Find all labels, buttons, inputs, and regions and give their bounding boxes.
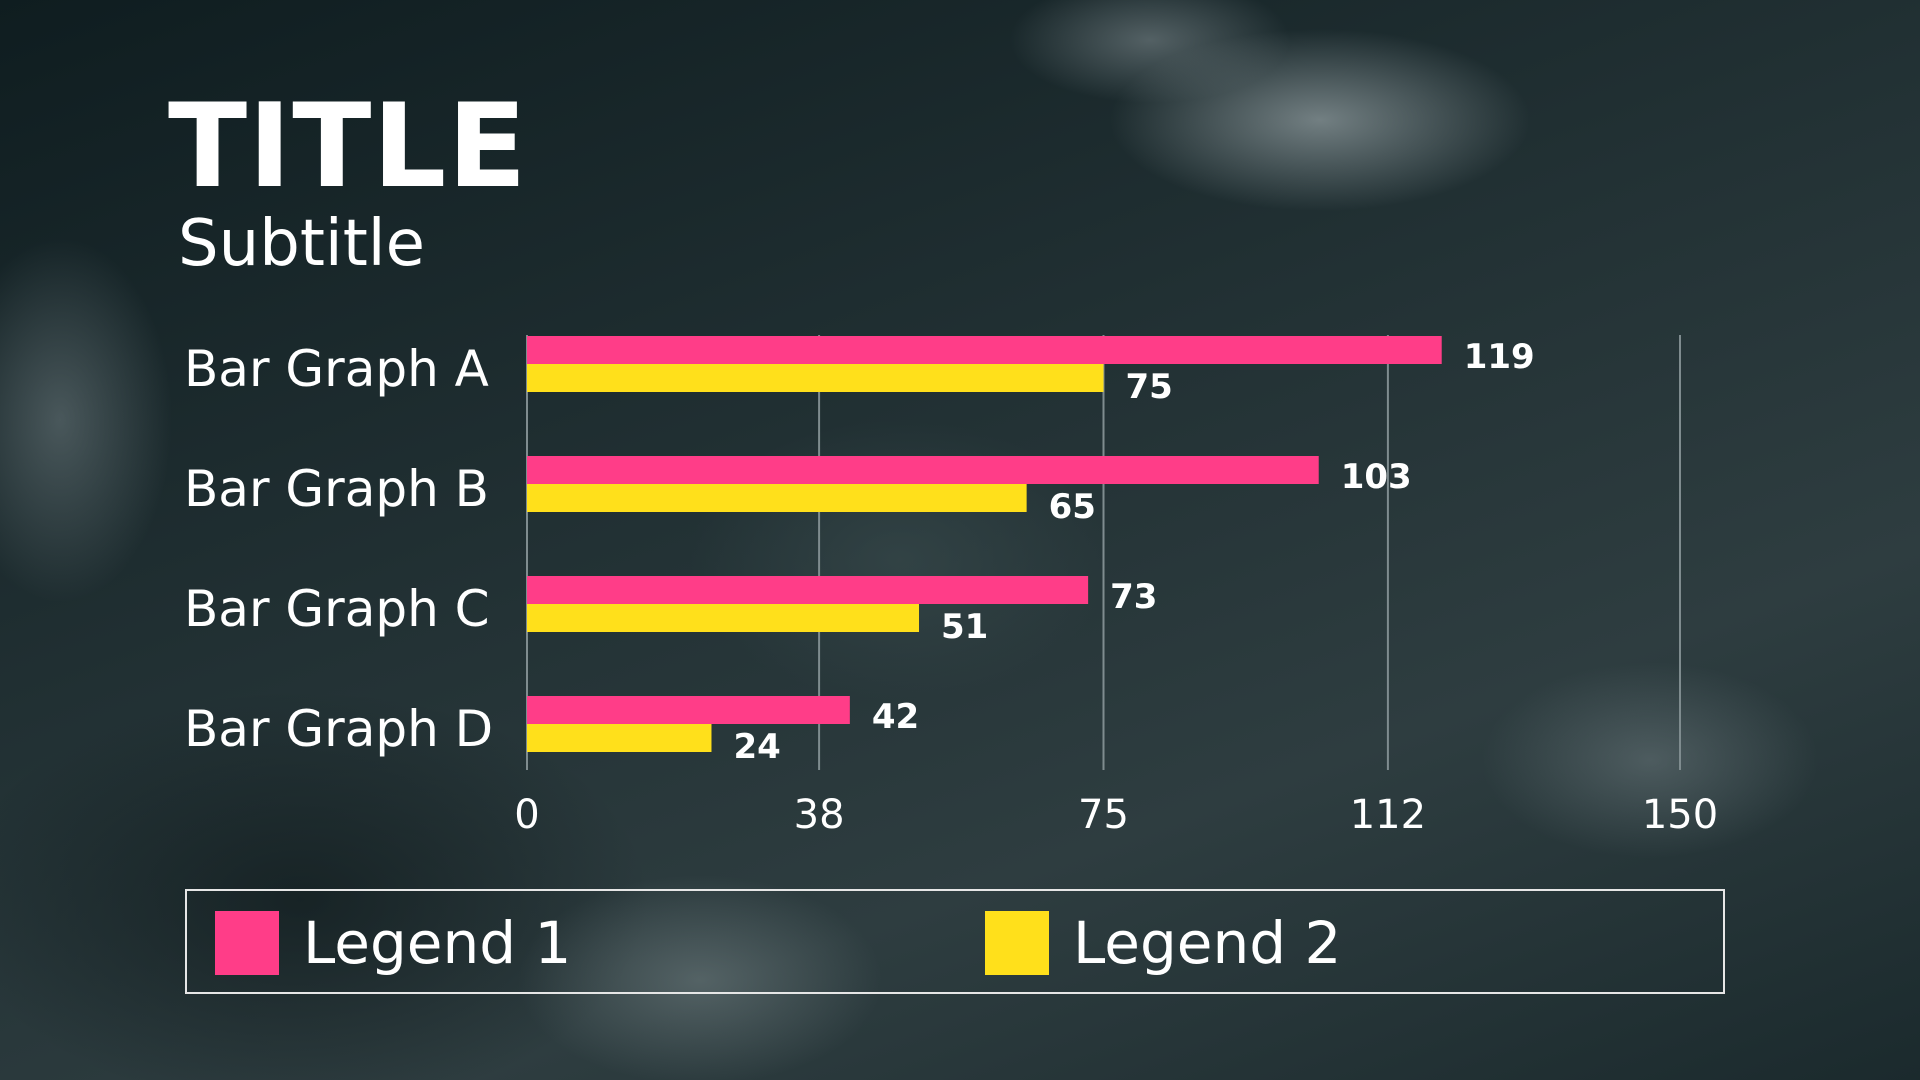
legend: Legend 1 Legend 2 [185, 889, 1725, 994]
legend-swatch-1 [215, 911, 279, 975]
data-label: 65 [1049, 487, 1096, 527]
data-label: 103 [1341, 457, 1412, 497]
x-tick-label: 0 [514, 792, 539, 838]
x-tick-label: 38 [794, 792, 845, 838]
legend-label-1: Legend 1 [303, 909, 572, 977]
data-label: 42 [872, 697, 919, 737]
bar [527, 484, 1027, 512]
legend-item-1: Legend 1 [215, 911, 571, 975]
bar [527, 724, 712, 752]
bar [527, 576, 1089, 604]
category-label: Bar Graph D [184, 700, 493, 758]
category-label: Bar Graph A [184, 340, 489, 398]
chart-title: TITLE [168, 79, 528, 214]
legend-swatch-2 [985, 911, 1049, 975]
data-label: 24 [733, 727, 780, 767]
data-label: 75 [1126, 367, 1173, 407]
chart-subtitle: Subtitle [178, 207, 425, 281]
bar [527, 456, 1319, 484]
data-label: 73 [1110, 577, 1157, 617]
bar [527, 696, 850, 724]
legend-label-2: Legend 2 [1073, 909, 1342, 977]
x-tick-label: 150 [1642, 792, 1718, 838]
x-tick-label: 112 [1350, 792, 1426, 838]
legend-item-2: Legend 2 [985, 911, 1341, 975]
bar [527, 336, 1442, 364]
category-label: Bar Graph C [184, 580, 490, 638]
data-label: 51 [941, 607, 988, 647]
category-label: Bar Graph B [184, 460, 489, 518]
bar [527, 364, 1104, 392]
x-tick-label: 75 [1078, 792, 1129, 838]
data-label: 119 [1464, 337, 1535, 377]
bar [527, 604, 920, 632]
